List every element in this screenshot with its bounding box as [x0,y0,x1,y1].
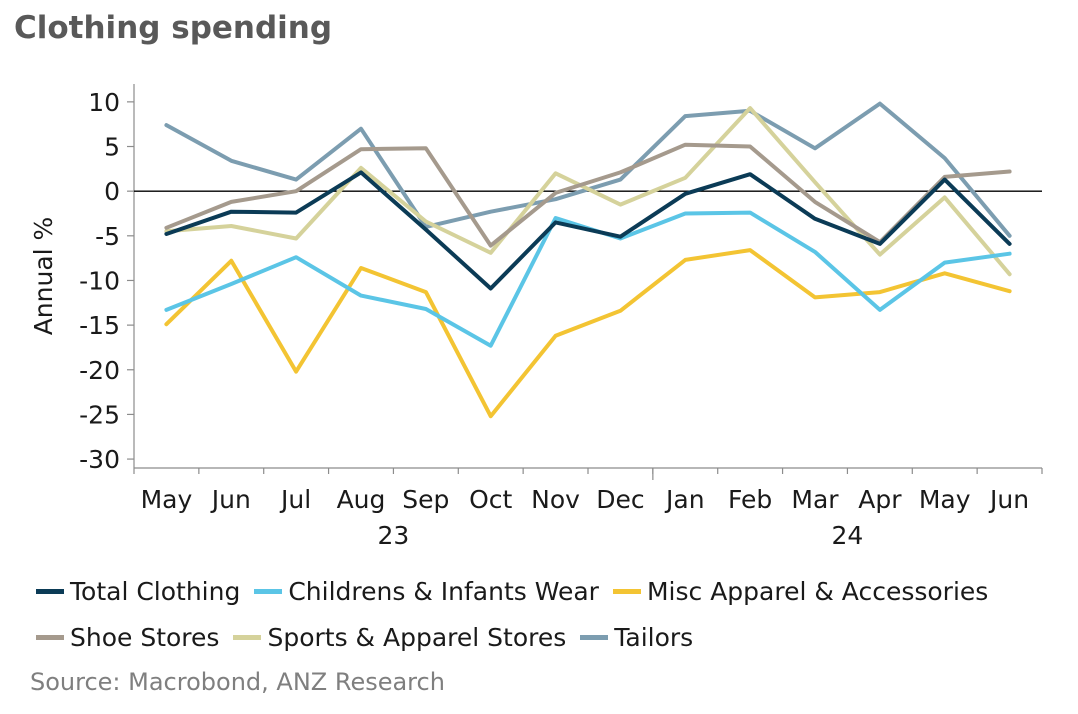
legend-swatch [36,634,64,640]
y-tick-label: -15 [79,311,120,340]
legend-item-sports-apparel-stores: Sports & Apparel Stores [233,623,566,652]
series-line-childrens-infants-wear [164,210,1012,348]
x-tick-label: May [919,485,971,514]
y-tick-label: -5 [95,222,120,251]
legend-swatch [580,634,609,640]
legend-item-childrens-infants-wear: Childrens & Infants Wear [254,577,599,606]
legend-item-tailors: Tailors [580,623,693,652]
series-line-total-clothing [164,170,1012,291]
x-tick-label: Sep [402,485,449,514]
legend-item-total-clothing: Total Clothing [36,577,240,606]
legend-swatch [36,588,64,594]
legend-item-misc-apparel-accessories: Misc Apparel & Accessories [612,576,989,606]
x-tick-label: Feb [728,485,772,514]
chart-legend: Total Clothing Childrens & Infants Wear … [36,568,1076,660]
y-tick-label: -25 [79,400,120,429]
x-tick-label: Apr [858,485,902,514]
legend-row-2: Shoe Stores Sports & Apparel Stores Tail… [36,614,1076,660]
x-tick-label: Aug [337,485,386,514]
x-tick-label: Jul [279,485,311,514]
x-tick-label: Jan [664,485,705,514]
legend-swatch [254,588,283,594]
source-note: Source: Macrobond, ANZ Research [30,668,445,696]
legend-label: Misc Apparel & Accessories [646,576,989,606]
series-line-tailors [164,101,1012,238]
legend-label: Total Clothing [70,576,241,606]
y-tick-label: 5 [104,133,120,162]
x-tick-label: Dec [596,485,644,514]
x-tick-label: Jun [988,485,1029,514]
x-year-label: 23 [378,521,410,550]
legend-row-1: Total Clothing Childrens & Infants Wear … [36,568,1076,614]
legend-label: Shoe Stores [70,622,220,652]
legend-label: Sports & Apparel Stores [267,622,567,652]
y-tick-label: -10 [79,266,120,295]
y-tick-label: -20 [79,356,120,385]
legend-label: Childrens & Infants Wear [288,576,599,606]
legend-swatch [612,588,641,594]
chart-title: Clothing spending [14,10,333,46]
legend-item-shoe-stores: Shoe Stores [36,623,219,652]
x-year-label: 24 [832,521,864,550]
x-tick-label: Nov [531,485,580,514]
series-line-misc-apparel-accessories [164,248,1012,419]
x-tick-label: Jun [210,485,251,514]
legend-label: Tailors [614,622,694,652]
x-tick-label: May [141,485,193,514]
legend-swatch [233,634,262,640]
series-line-shoe-stores [164,142,1012,248]
x-tick-label: Mar [791,485,839,514]
y-tick-label: 0 [104,177,120,206]
series-line-sports-apparel-stores [164,106,1012,277]
x-tick-label: Oct [469,485,512,514]
y-axis-label: Annual % [29,217,58,336]
y-tick-label: -30 [79,445,120,474]
y-tick-label: 10 [88,88,120,117]
line-chart: 10 5 0 -5 -10 -15 -20 -25 -30 Annual % May Jun Jul Au… [29,84,1043,550]
